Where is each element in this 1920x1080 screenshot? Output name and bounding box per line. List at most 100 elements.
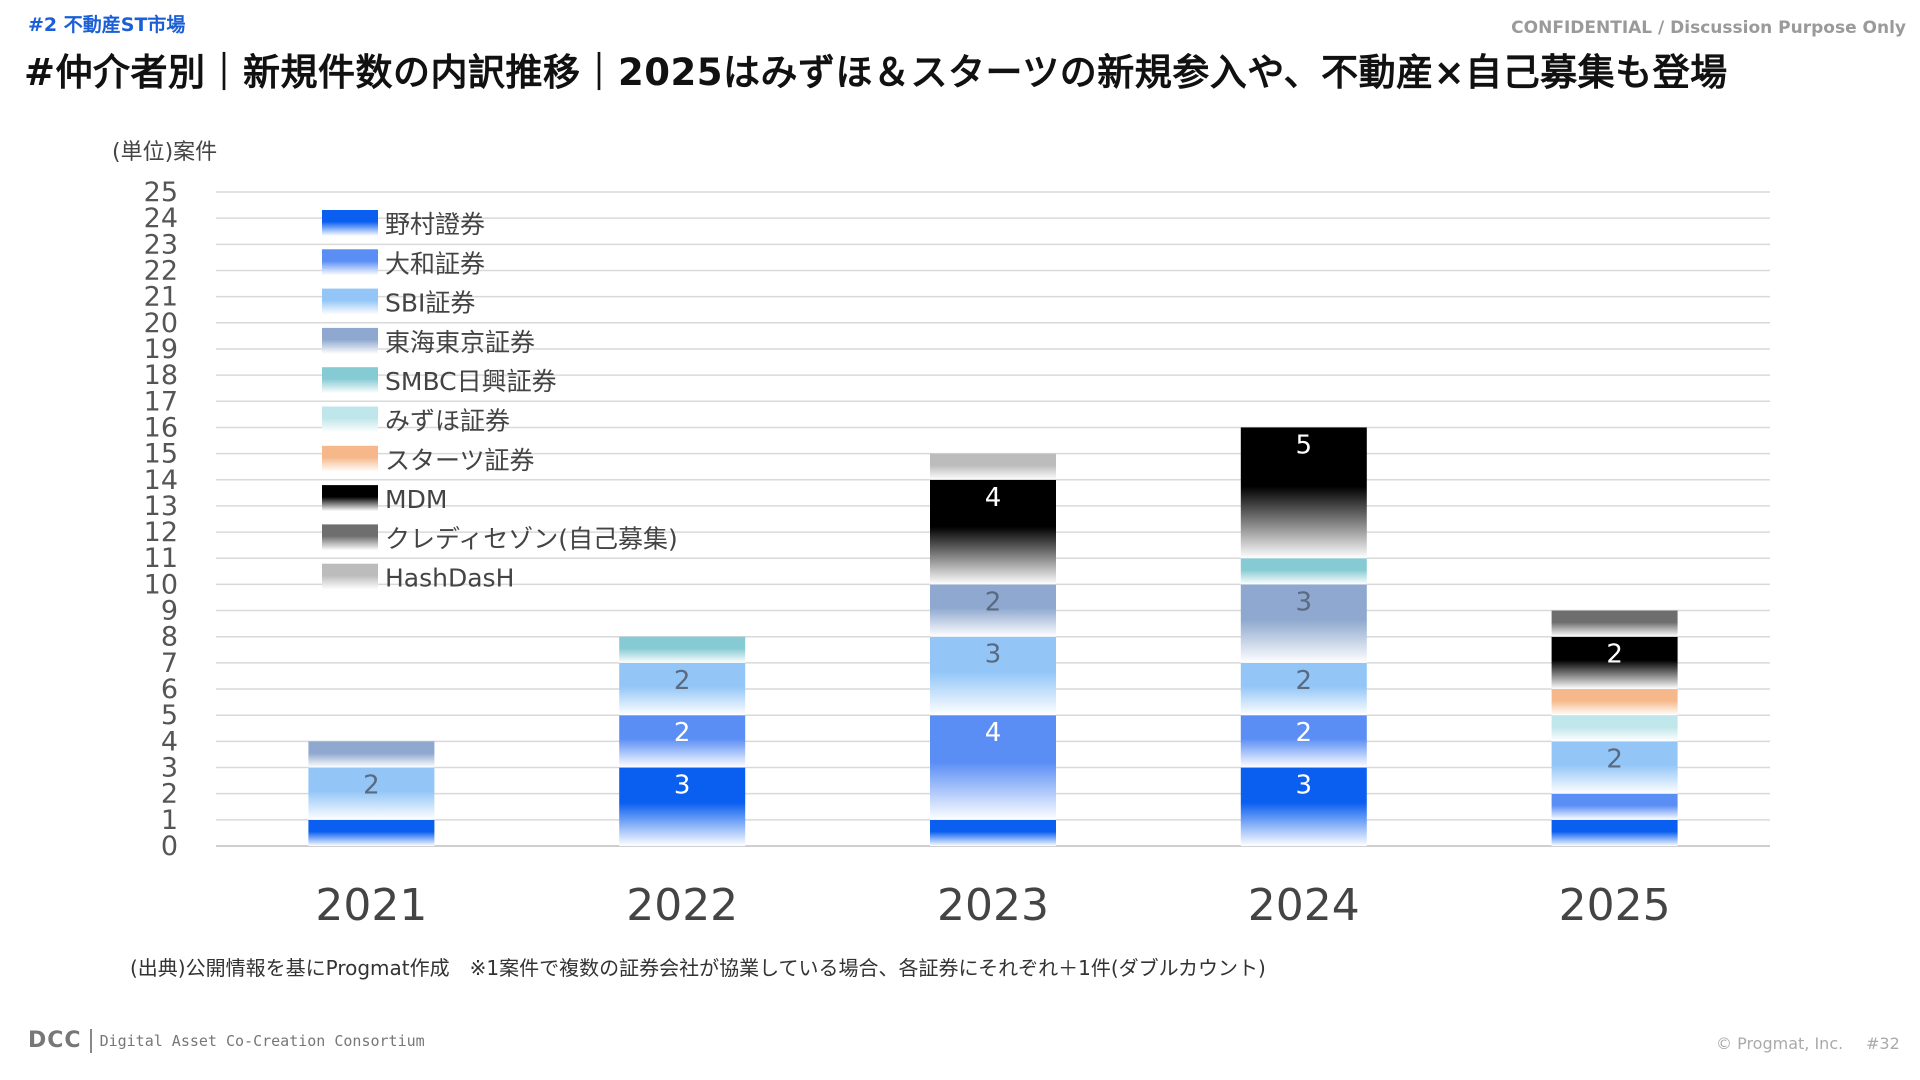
y-tick-label: 24: [144, 203, 178, 234]
legend-label: クレディセゾン(自己募集): [385, 524, 678, 553]
y-tick-label: 19: [144, 334, 178, 365]
bar-segment: [1551, 741, 1678, 794]
x-tick-label: 2022: [626, 880, 738, 931]
x-tick-label: 2025: [1559, 880, 1671, 931]
y-tick-label: 25: [144, 177, 178, 208]
bar-segment: [1240, 584, 1367, 663]
bar-segment: [1551, 610, 1678, 637]
bar-segment: [619, 636, 746, 663]
legend-swatch: [322, 563, 378, 590]
data-label: 3: [1296, 587, 1313, 617]
bar-segment: [1240, 715, 1367, 768]
legend-swatch: [322, 485, 378, 512]
bar-segment: [308, 741, 435, 768]
section-tag: #2 不動産ST市場: [28, 14, 186, 36]
data-label: 2: [1296, 718, 1313, 748]
legend-label: MDM: [385, 485, 447, 514]
data-label: 3: [1296, 771, 1313, 801]
data-label: 2: [674, 666, 691, 696]
y-axis-unit-label: (単位)案件: [112, 140, 218, 165]
data-label: 4: [985, 718, 1002, 748]
data-label: 2: [363, 771, 380, 801]
legend-label: SBI証券: [385, 289, 475, 318]
bar-segment: [930, 453, 1056, 480]
y-tick-label: 13: [144, 491, 178, 522]
y-tick-label: 9: [161, 596, 178, 627]
data-label: 2: [1606, 744, 1623, 774]
y-tick-label: 2: [161, 779, 178, 810]
legend-swatch: [322, 524, 378, 551]
y-tick-label: 4: [161, 726, 178, 757]
y-tick-label: 17: [144, 386, 178, 417]
y-tick-label: 18: [144, 360, 178, 391]
y-tick-label: 5: [161, 700, 178, 731]
bar-segment: [619, 767, 746, 846]
y-tick-label: 21: [144, 282, 178, 313]
data-label: 3: [985, 640, 1002, 670]
bar-segment: [1551, 819, 1678, 846]
bar-segment: [1551, 636, 1678, 690]
page-number: #32: [1866, 1034, 1900, 1053]
x-tick-label: 2021: [315, 880, 427, 931]
data-label: 4: [985, 483, 1002, 513]
y-tick-label: 7: [161, 648, 178, 679]
logo-mark: DCC: [28, 1028, 82, 1053]
bar-segment: [1551, 689, 1678, 716]
y-tick-label: 10: [144, 569, 178, 600]
data-label: 2: [985, 587, 1002, 617]
bar-segment: [1240, 662, 1367, 716]
bar-segment: [1240, 427, 1367, 559]
bar-segment: [930, 819, 1056, 846]
legend-label: HashDasH: [385, 564, 514, 593]
y-tick-label: 22: [144, 255, 178, 286]
bar-segment: [1551, 715, 1678, 742]
y-tick-label: 20: [144, 308, 178, 339]
copyright: © Progmat, Inc.: [1716, 1034, 1844, 1053]
legend-swatch: [322, 210, 378, 236]
y-tick-label: 11: [144, 543, 178, 574]
logo-name: Digital Asset Co-Creation Consortium: [99, 1031, 425, 1050]
bar-segment: [1240, 558, 1367, 585]
bar-segment: [930, 636, 1056, 716]
bar-segment: [308, 819, 435, 846]
y-tick-label: 0: [161, 831, 178, 862]
bar-segment: [619, 662, 746, 716]
data-label: 2: [1606, 640, 1623, 670]
legend-label: 野村證券: [385, 210, 485, 239]
data-label: 5: [1296, 430, 1313, 460]
page-title: #仲介者別｜新規件数の内訳推移｜2025はみずほ＆スターツの新規参入や、不動産×…: [24, 51, 1728, 94]
legend-label: SMBC日興証券: [385, 367, 557, 396]
bar-segment: [930, 479, 1056, 585]
legend-swatch: [322, 367, 378, 394]
y-tick-label: 8: [161, 622, 178, 653]
legend-label: みずほ証券: [385, 407, 510, 436]
y-tick-label: 23: [144, 229, 178, 260]
confidential-label: CONFIDENTIAL / Discussion Purpose Only: [1511, 18, 1906, 38]
y-tick-label: 15: [144, 439, 178, 470]
y-tick-label: 14: [144, 465, 178, 496]
legend-label: スターツ証券: [385, 446, 535, 475]
stacked-bar-chart: 0123456789101112131415161718192021222324…: [144, 177, 1770, 931]
legend-label: 大和証券: [385, 249, 485, 278]
y-tick-label: 1: [161, 805, 178, 836]
data-label: 2: [674, 718, 691, 748]
bar-segment: [930, 715, 1056, 820]
legend-swatch: [322, 288, 378, 315]
legend-swatch: [322, 445, 378, 472]
y-tick-label: 6: [161, 674, 178, 705]
data-label: 3: [674, 771, 691, 801]
bar-segment: [1551, 793, 1678, 820]
bar-segment: [619, 715, 746, 768]
y-tick-label: 12: [144, 517, 178, 548]
y-tick-label: 16: [144, 412, 178, 443]
legend-swatch: [322, 327, 378, 354]
x-tick-label: 2023: [937, 880, 1049, 931]
bar-segment: [1240, 767, 1367, 846]
bar-segment: [308, 767, 435, 820]
legend-label: 東海東京証券: [385, 328, 535, 357]
data-label: 2: [1296, 666, 1313, 696]
source-note: (出典)公開情報を基にProgmat作成 ※1案件で複数の証券会社が協業している…: [130, 956, 1266, 980]
footer-logo: DCC Digital Asset Co-Creation Consortium: [28, 1028, 425, 1053]
legend-swatch: [322, 249, 378, 276]
x-tick-label: 2024: [1248, 880, 1360, 931]
